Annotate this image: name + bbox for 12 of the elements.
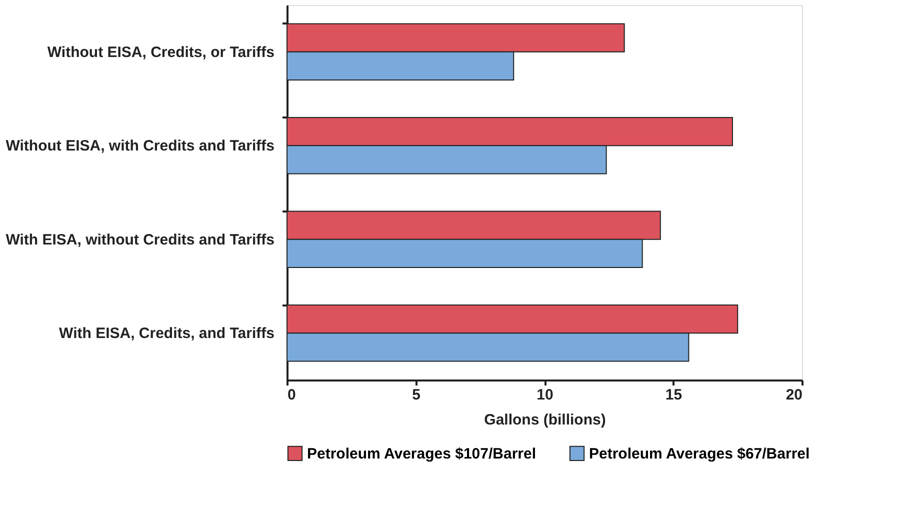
y-tick-label: Without EISA, with Credits and Tariffs (6, 138, 274, 155)
x-tick-label: 15 (665, 386, 682, 404)
x-axis-title: Gallons (billions) (484, 412, 606, 428)
y-tick-label: With EISA, without Credits and Tariffs (6, 231, 274, 248)
x-tick-label: 20 (786, 386, 802, 404)
legend-label: Petroleum Averages $107/Barrel (307, 445, 536, 462)
legend-label: Petroleum Averages $67/Barrel (589, 445, 810, 462)
x-tick-label: 5 (412, 386, 420, 404)
x-tick-label: 10 (536, 386, 554, 404)
x-tick-label: 0 (288, 386, 296, 404)
y-tick-label: With EISA, Credits, and Tariffs (59, 325, 274, 342)
y-tick-label: Without EISA, Credits, or Tariffs (47, 44, 274, 61)
